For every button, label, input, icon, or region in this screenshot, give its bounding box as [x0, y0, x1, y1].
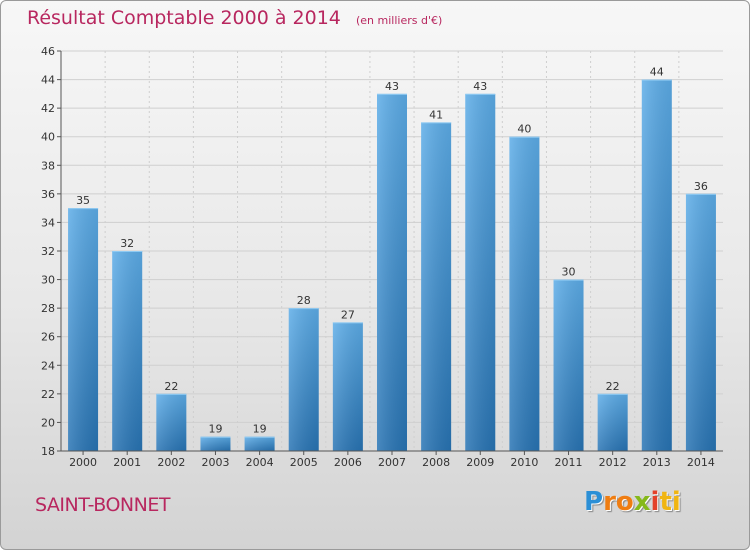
x-tick-label: 2007: [378, 456, 406, 469]
value-label: 28: [297, 294, 311, 307]
bars-group: [68, 79, 716, 452]
x-tick-label: 2009: [466, 456, 494, 469]
value-label: 36: [694, 180, 708, 193]
x-tick-label: 2012: [599, 456, 627, 469]
value-label: 27: [341, 308, 355, 321]
y-tick-label: 38: [41, 159, 55, 172]
value-label: 43: [385, 80, 399, 93]
x-tick-label: 2008: [422, 456, 450, 469]
logo-letters-ti: ti: [659, 487, 681, 517]
chart-subtitle: (en milliers d'€): [355, 14, 443, 27]
y-tick-label: 26: [41, 331, 55, 344]
y-tick-label: 24: [41, 359, 55, 372]
commune-name: SAINT-BONNET: [35, 494, 170, 516]
y-tick-label: 28: [41, 302, 55, 315]
y-tick-label: 40: [41, 131, 55, 144]
value-label: 44: [650, 66, 664, 79]
value-label: 22: [164, 380, 178, 393]
axes-group: [57, 50, 723, 455]
bar-shade: [553, 279, 584, 451]
value-label: 40: [517, 123, 531, 136]
y-tick-label: 46: [41, 45, 55, 58]
logo-letter-i: i: [650, 487, 660, 517]
x-tick-label: 2013: [643, 456, 671, 469]
bar-shade: [685, 193, 716, 451]
bar-shade: [641, 79, 672, 452]
x-tick-label: 2006: [334, 456, 362, 469]
value-label: 30: [562, 266, 576, 279]
logo-letter-p: P: [584, 487, 604, 517]
bar-shade: [244, 436, 275, 451]
value-label: 19: [253, 423, 267, 436]
y-tick-label: 18: [41, 445, 55, 458]
x-tick-label: 2014: [687, 456, 715, 469]
chart-title: Résultat Comptable 2000 à 2014: [27, 7, 341, 29]
y-tick-label: 36: [41, 188, 55, 201]
logo-letter-x: x: [633, 487, 651, 517]
x-tick-label: 2005: [290, 456, 318, 469]
y-tick-label: 22: [41, 388, 55, 401]
y-tick-label: 42: [41, 102, 55, 115]
x-tick-label: 2000: [69, 456, 97, 469]
bar-shade: [112, 251, 143, 451]
bar-shade: [377, 93, 407, 451]
bar-shade: [68, 208, 99, 451]
value-label: 32: [120, 237, 134, 250]
y-tick-label: 30: [41, 274, 55, 287]
proxiti-logo: Proxiti: [584, 487, 681, 517]
y-tick-label: 32: [41, 245, 55, 258]
y-tick-label: 44: [41, 74, 55, 87]
x-tick-label: 2002: [157, 456, 185, 469]
bar-shade: [200, 436, 231, 451]
x-tick-label: 2011: [555, 456, 583, 469]
bar-shade: [156, 393, 187, 451]
value-label: 43: [473, 80, 487, 93]
value-label: 19: [208, 423, 222, 436]
x-tick-label: 2003: [201, 456, 229, 469]
bar-shade: [332, 322, 363, 451]
bar-shade: [509, 136, 540, 451]
value-label: 22: [606, 380, 620, 393]
labels-group: 18 20 22 24 26 28 30 32 34 36 38 40 42 44 46 35 2000 32 20…: [41, 45, 715, 469]
value-label: 41: [429, 108, 443, 121]
y-tick-label: 34: [41, 216, 55, 229]
x-tick-label: 2010: [510, 456, 538, 469]
value-label: 35: [76, 194, 90, 207]
logo-letters-ro: ro: [603, 487, 634, 517]
bar-shade: [597, 393, 628, 451]
bar-shade: [288, 308, 319, 451]
x-tick-label: 2001: [113, 456, 141, 469]
chart-title-block: Résultat Comptable 2000 à 2014 (en milli…: [27, 7, 442, 29]
y-tick-label: 20: [41, 416, 55, 429]
x-tick-label: 2004: [246, 456, 274, 469]
bar-shade: [421, 122, 452, 451]
bar-shade: [465, 93, 496, 451]
